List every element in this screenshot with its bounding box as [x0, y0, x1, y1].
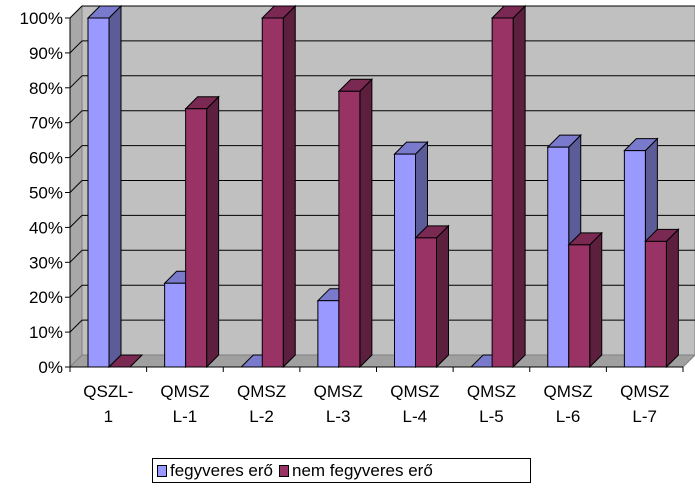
y-tick-labels: 0% 10% 20% 30% 40% 50% 60% 70% 80% 90% 100%	[20, 9, 63, 377]
bar-front	[164, 282, 187, 368]
bar-front	[87, 17, 110, 368]
bar-unarmed	[567, 231, 603, 369]
bar-front	[644, 240, 667, 368]
bar-unarmed	[414, 224, 450, 369]
bar-front	[394, 153, 416, 368]
gridline-diagonal	[69, 249, 83, 263]
gridline-diagonal	[69, 284, 83, 298]
bar-front	[185, 108, 208, 368]
gridline-diagonal	[69, 215, 83, 228]
bar-side	[589, 231, 603, 369]
bar-front	[415, 237, 437, 368]
bar-side	[436, 224, 449, 369]
floor	[68, 354, 695, 368]
y-tick-label: 10%	[29, 323, 63, 342]
y-tick-label: 50%	[29, 184, 63, 203]
x-tick-label: QMSZ L-4	[390, 382, 439, 426]
x-tick-label: QMSZ L-3	[314, 382, 363, 426]
x-tick-label: QMSZ L-1	[160, 382, 209, 426]
gridline-diagonal	[69, 145, 83, 158]
bar-front	[491, 17, 514, 368]
legend-label-armed: fegyveres erő	[170, 460, 273, 480]
bar-front	[623, 150, 646, 368]
gridline-diagonal	[69, 5, 83, 19]
bar-front	[547, 146, 570, 368]
bar-unarmed	[644, 228, 680, 369]
gridline-diagonal	[69, 110, 83, 124]
y-tick-label: 90%	[29, 44, 63, 63]
y-tick-label: 70%	[29, 114, 63, 133]
bar-unarmed	[261, 4, 297, 369]
bar-unarmed	[107, 354, 144, 368]
gridline-diagonal	[69, 75, 83, 89]
bar-side	[282, 4, 296, 369]
legend-item-armed: fegyveres erő	[157, 461, 273, 481]
legend-item-unarmed: nem fegyveres erő	[279, 461, 433, 481]
bar-unarmed	[337, 78, 374, 369]
y-tick-label: 20%	[29, 288, 63, 307]
bar-side	[359, 78, 373, 369]
gridline-diagonal	[69, 180, 83, 193]
bar-front	[261, 17, 284, 368]
bars	[86, 4, 680, 369]
bar-side	[665, 228, 679, 369]
y-tick-label: 0%	[38, 358, 63, 377]
y-tick-label: 30%	[29, 253, 63, 272]
x-tick-label: QSZL-1	[83, 382, 133, 426]
bar-top	[107, 354, 144, 368]
legend-swatch-unarmed	[279, 464, 289, 477]
bar-side	[512, 4, 526, 369]
bar-unarmed	[184, 95, 220, 369]
y-tick-label: 40%	[29, 218, 63, 237]
x-tick-label: QMSZ L-7	[620, 382, 669, 426]
legend: fegyveres erő nem fegyveres erő	[152, 458, 531, 483]
y-tick-label: 100%	[20, 9, 63, 28]
bar-front	[568, 244, 591, 368]
legend-label-unarmed: nem fegyveres erő	[292, 460, 433, 480]
x-tick-label: QMSZ L-2	[237, 382, 286, 426]
legend-swatch-armed	[157, 464, 167, 477]
x-tick-label: QMSZ L-5	[467, 382, 516, 426]
y-tick-label: 60%	[29, 149, 63, 168]
bar-front	[317, 300, 340, 368]
bar-side	[108, 4, 122, 369]
bar-side	[206, 95, 220, 369]
bar-front	[338, 90, 361, 368]
bar-armed	[86, 4, 123, 369]
bar-unarmed	[490, 4, 527, 369]
x-tick-labels: QSZL-1 QMSZ L-1 QMSZ L-2 QMSZ L-3 QMSZ L-4 QMSZ L-…	[83, 382, 669, 426]
gridline-diagonal	[69, 319, 83, 333]
y-tick-label: 80%	[29, 79, 63, 98]
gridline-diagonal	[69, 40, 83, 54]
x-tick-label: QMSZ L-6	[544, 382, 593, 426]
